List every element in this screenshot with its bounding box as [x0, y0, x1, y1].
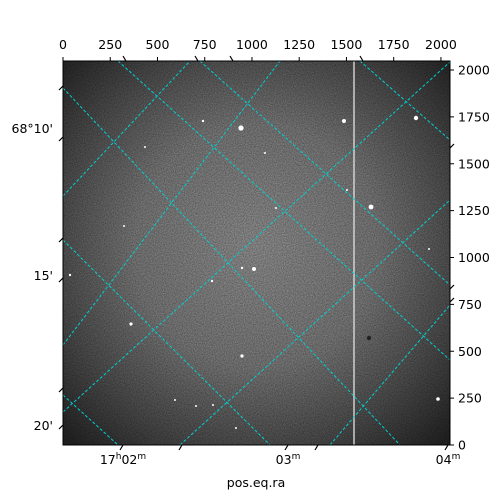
dec-tick-label: 20': [34, 418, 53, 433]
star: [238, 125, 244, 131]
star: [174, 399, 176, 401]
star: [68, 273, 72, 277]
ra-tick-top: [359, 55, 364, 62]
star: [240, 266, 244, 270]
x-tick-label: 1750: [378, 37, 410, 52]
dec-tick-right: [449, 143, 455, 149]
ra-tick-top: [122, 55, 127, 62]
ra-tick-label: 04m: [436, 452, 461, 467]
grid-line: [199, 61, 450, 286]
dec-tick-right: [449, 284, 455, 290]
star: [428, 248, 430, 250]
star: [195, 405, 197, 407]
x-tick-label: 1000: [236, 37, 268, 52]
stars-layer: [68, 115, 440, 429]
ra-tick: [314, 444, 319, 451]
star: [275, 207, 277, 209]
y-tick-label: 500: [458, 344, 482, 359]
star: [210, 279, 214, 283]
x-axis-top: 0 250 500 750 1000 1250 1500 1750 2000: [59, 37, 457, 61]
y-tick-label: 2000: [458, 63, 490, 78]
grid-line: [63, 61, 191, 197]
grid-line: [63, 239, 271, 445]
dec-tick-right: [449, 297, 455, 303]
star: [212, 404, 214, 406]
dec-tick: [58, 237, 64, 243]
dec-tick: [58, 387, 64, 393]
grid-line: [329, 304, 450, 445]
star: [436, 397, 440, 401]
grid-line: [117, 61, 450, 361]
star: [129, 322, 133, 326]
ra-tick: [178, 444, 183, 451]
star: [201, 119, 205, 123]
x-tick-label: 750: [193, 37, 217, 52]
dec-tick: [58, 85, 64, 91]
ra-tick: [119, 444, 124, 451]
ra-tick-label: 17h02m: [100, 452, 146, 467]
dec-tick: [58, 277, 64, 283]
grid-line: [179, 199, 450, 445]
image-area: [63, 61, 450, 445]
x-axis-label: pos.eq.ra: [227, 475, 285, 490]
y-tick-label: 1000: [458, 250, 490, 265]
ra-tick: [444, 444, 449, 451]
grid-line: [63, 61, 281, 346]
y-tick-label: 750: [458, 297, 482, 312]
star: [264, 152, 266, 154]
ra-tick: [284, 444, 289, 451]
dec-axis-left: 68°10' 15' 20': [12, 121, 54, 433]
dark-spot: [366, 335, 372, 341]
x-tick-label: 0: [59, 37, 67, 52]
dec-tick: [58, 424, 64, 430]
star: [346, 189, 348, 191]
star: [252, 267, 256, 271]
ra-tick-top: [229, 55, 234, 62]
star: [413, 115, 419, 121]
x-tick-label: 250: [98, 37, 122, 52]
y-tick-label: 1750: [458, 109, 490, 124]
star: [342, 119, 346, 123]
x-tick-label: 500: [146, 37, 170, 52]
coordinate-grid: [63, 61, 450, 445]
grid-line: [63, 87, 401, 445]
star: [368, 204, 374, 210]
x-tick-label: 2000: [425, 37, 457, 52]
y-axis-right: 0 250 500 750 1000 1250 1500 1750 2000: [450, 63, 490, 453]
y-tick-label: 250: [458, 391, 482, 406]
grid-line: [63, 61, 450, 413]
y-tick-label: 1500: [458, 156, 490, 171]
dec-tick-label: 15': [34, 268, 53, 283]
ra-tick-top: [194, 55, 199, 62]
star: [123, 225, 125, 227]
ra-tick-label: 03m: [276, 452, 301, 467]
image-noise: [63, 61, 450, 445]
ra-axis-bottom: 17h02m 03m 04m: [58, 55, 461, 467]
plot-frame: [62, 60, 451, 446]
dec-tick-label: 68°10': [12, 121, 54, 136]
star: [235, 427, 237, 429]
x-tick-label: 1500: [331, 37, 363, 52]
dec-tick: [58, 136, 64, 142]
x-tick-label: 1250: [283, 37, 315, 52]
star: [144, 146, 146, 148]
star: [240, 354, 244, 358]
y-tick-label: 1250: [458, 203, 490, 218]
y-tick-label: 0: [458, 438, 466, 453]
